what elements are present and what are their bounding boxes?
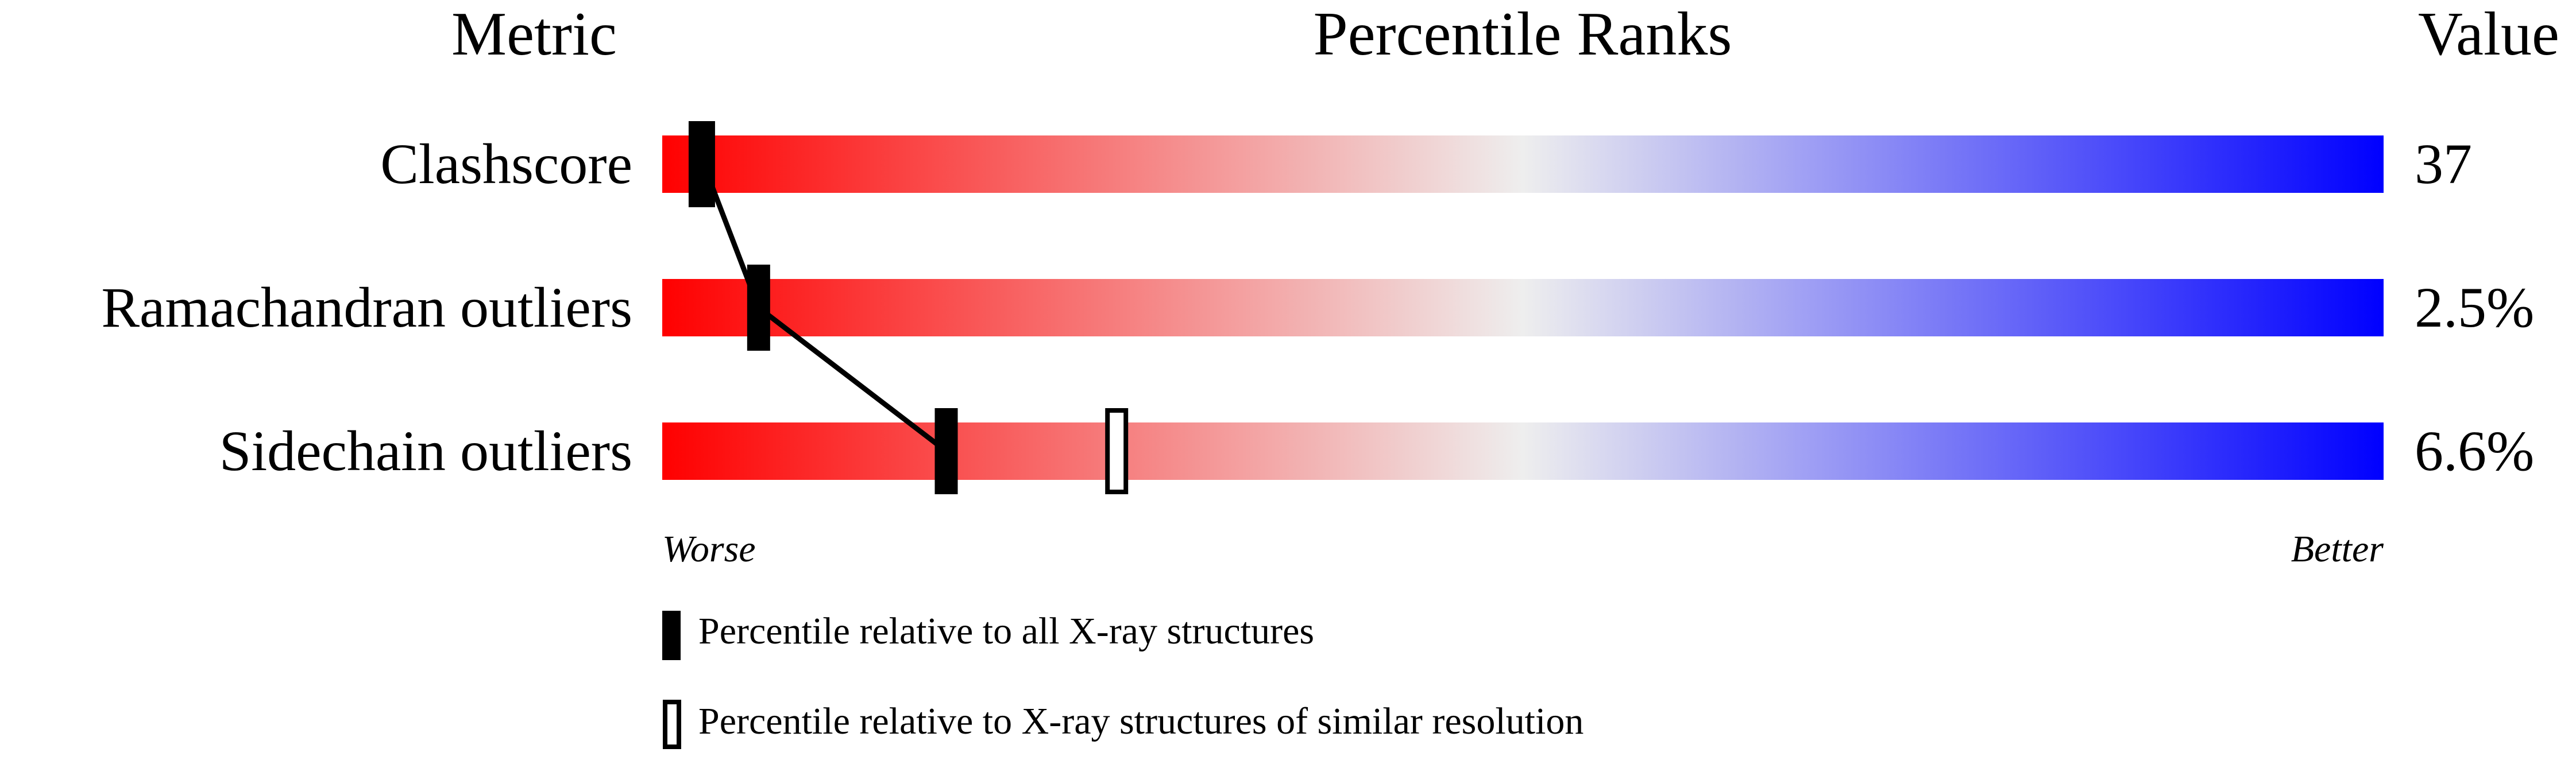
legend-label-similar: Percentile relative to X-ray structures … [698, 700, 1584, 742]
metric-label: Ramachandran outliers [101, 276, 632, 339]
marker-all-structures [934, 408, 958, 494]
marker-all-structures [747, 265, 770, 351]
metric-value: 6.6% [2415, 419, 2534, 483]
legend-marker-similar [663, 700, 681, 749]
metric-label: Clashscore [380, 132, 632, 196]
header-metric: Metric [451, 0, 617, 68]
legend-marker-all [662, 611, 681, 660]
legend-label-all: Percentile relative to all X-ray structu… [698, 610, 1314, 652]
metric-value: 37 [2415, 132, 2472, 196]
header-value: Value [2418, 0, 2559, 68]
metric-value: 2.5% [2415, 276, 2534, 339]
axis-label-worse: Worse [662, 528, 756, 570]
metric-label: Sidechain outliers [219, 419, 632, 483]
percentile-bar [662, 279, 2384, 336]
percentile-bar [662, 135, 2384, 193]
header-percentile-ranks: Percentile Ranks [1314, 0, 1732, 68]
axis-label-better: Better [2291, 528, 2384, 570]
marker-all-structures [692, 121, 715, 207]
marker-similar-resolution [1105, 408, 1129, 494]
